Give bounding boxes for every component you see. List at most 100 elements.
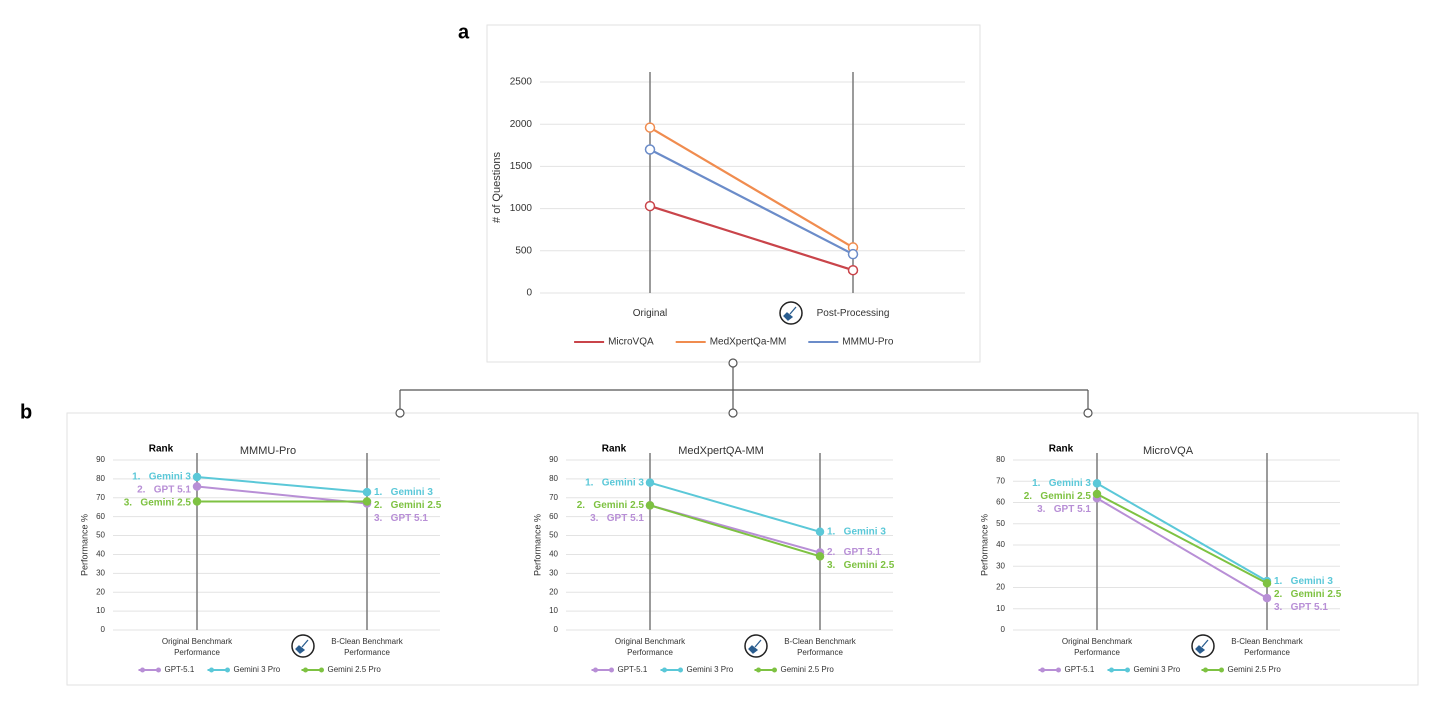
panel-label: a (458, 21, 470, 43)
data-point (1262, 579, 1272, 588)
x-tick-label-box: B-Clean Benchmark Performance (784, 637, 856, 657)
series-line (649, 148, 854, 256)
legend-label: GPT-5.1 (165, 665, 195, 674)
legend-marker (319, 667, 324, 673)
data-point (644, 122, 656, 133)
x-tick-label-box: B-Clean Benchmark Performance (1231, 637, 1303, 657)
clean-icon (779, 301, 803, 325)
series-line (1096, 493, 1268, 585)
legend-marker (303, 667, 308, 673)
y-tick-label: 20 (549, 587, 558, 596)
x-tick-label: Original (632, 308, 668, 319)
chart-title: MedXpertQA-MM (678, 445, 764, 457)
data-point (1092, 489, 1102, 499)
y-tick-label: 30 (549, 568, 558, 577)
y-tick-label: 0 (101, 625, 106, 634)
legend-marker (1056, 667, 1061, 673)
y-tick-label: 10 (549, 606, 558, 615)
rank-label: 1. Gemini 3 (132, 472, 191, 483)
data-point (362, 497, 372, 506)
rank-label: 2. Gemini 2.5 (374, 500, 442, 511)
y-tick-label: 30 (96, 568, 105, 577)
x-tick-label: Original Benchmark Performance (161, 637, 233, 657)
legend-marker (156, 667, 161, 673)
data-point (1092, 479, 1102, 488)
x-tick-label: B-Clean Benchmark Performance (784, 637, 856, 657)
x-tick-label: B-Clean Benchmark Performance (331, 637, 403, 657)
y-tick-label: 90 (96, 455, 105, 464)
rank-label: 3. GPT 5.1 (590, 513, 644, 524)
legend-marker (772, 667, 777, 673)
y-tick-label: 0 (526, 288, 532, 299)
legend-marker (1203, 667, 1208, 673)
rank-label: 3. GPT 5.1 (374, 513, 428, 524)
data-point (362, 487, 372, 497)
y-tick-label: 50 (549, 531, 558, 540)
data-point (645, 501, 655, 510)
legend-marker (1109, 667, 1114, 673)
rank-title: Rank (1049, 444, 1074, 455)
legend-label: MedXpertQa-MM (710, 337, 787, 348)
legend-label: GPT-5.1 (1065, 665, 1095, 674)
y-tick-label: 50 (96, 531, 105, 540)
series-line (649, 481, 821, 533)
y-tick-label: 2500 (510, 77, 533, 88)
series-line (649, 504, 821, 558)
y-tick-label: 2000 (510, 119, 533, 130)
chart-title: MicroVQA (1143, 445, 1194, 457)
x-tick-label: Post-Processing (816, 308, 890, 319)
rank-label: 3. GPT 5.1 (1274, 602, 1328, 613)
legend-label: MicroVQA (608, 337, 654, 348)
y-tick-label: 0 (554, 625, 559, 634)
y-tick-label: 80 (549, 474, 558, 483)
x-tick-label-box: Original Benchmark Performance (615, 637, 685, 657)
legend-marker (1125, 667, 1130, 673)
y-tick-label: 80 (96, 474, 105, 483)
rank-label: 1. Gemini 3 (374, 487, 433, 498)
legend-marker (593, 667, 598, 673)
y-tick-label: 80 (996, 455, 1005, 464)
data-point (1262, 593, 1272, 603)
data-point (644, 200, 656, 212)
series-line (1096, 482, 1268, 582)
legend-label: Gemini 2.5 Pro (328, 665, 382, 674)
y-tick-label: 1000 (510, 203, 533, 214)
legend-marker (662, 667, 667, 673)
legend-marker (609, 667, 614, 673)
rank-label: 2. Gemini 2.5 (1274, 589, 1342, 600)
rank-label: 1. Gemini 3 (1274, 576, 1333, 587)
y-axis-label: Performance % (532, 514, 542, 576)
x-tick-label: Original Benchmark Performance (1061, 637, 1133, 657)
series-line (649, 205, 854, 272)
data-point (192, 482, 202, 491)
x-tick-label-box: Original Benchmark Performance (161, 637, 233, 657)
rank-title: Rank (149, 444, 174, 455)
data-point (815, 552, 825, 561)
legend-label: Gemini 2.5 Pro (781, 665, 835, 674)
y-tick-label: 40 (549, 550, 558, 559)
rank-label: 3. Gemini 2.5 (124, 498, 192, 509)
chart-title: MMMU-Pro (240, 445, 296, 457)
y-tick-label: 90 (549, 455, 558, 464)
clean-icon (744, 634, 768, 658)
legend-label: Gemini 2.5 Pro (1228, 665, 1282, 674)
data-point (815, 527, 825, 537)
y-tick-label: 60 (549, 512, 558, 521)
data-point (847, 264, 859, 276)
y-tick-label: 30 (996, 561, 1005, 570)
legend-label: Gemini 3 Pro (1134, 665, 1181, 674)
y-tick-label: 20 (96, 587, 105, 596)
connector (395, 358, 1093, 418)
y-tick-label: 40 (96, 550, 105, 559)
icon-broom (783, 306, 797, 321)
data-point (192, 472, 202, 482)
rank-title: Rank (602, 444, 627, 455)
rank-label: 1. Gemini 3 (585, 477, 644, 488)
x-tick-label-box: Post-Processing (816, 308, 890, 319)
panel-b-frame (66, 412, 1419, 686)
series-line (1096, 497, 1268, 599)
legend-marker (678, 667, 683, 673)
y-tick-label: 70 (996, 476, 1005, 485)
y-tick-label: 40 (996, 540, 1005, 549)
